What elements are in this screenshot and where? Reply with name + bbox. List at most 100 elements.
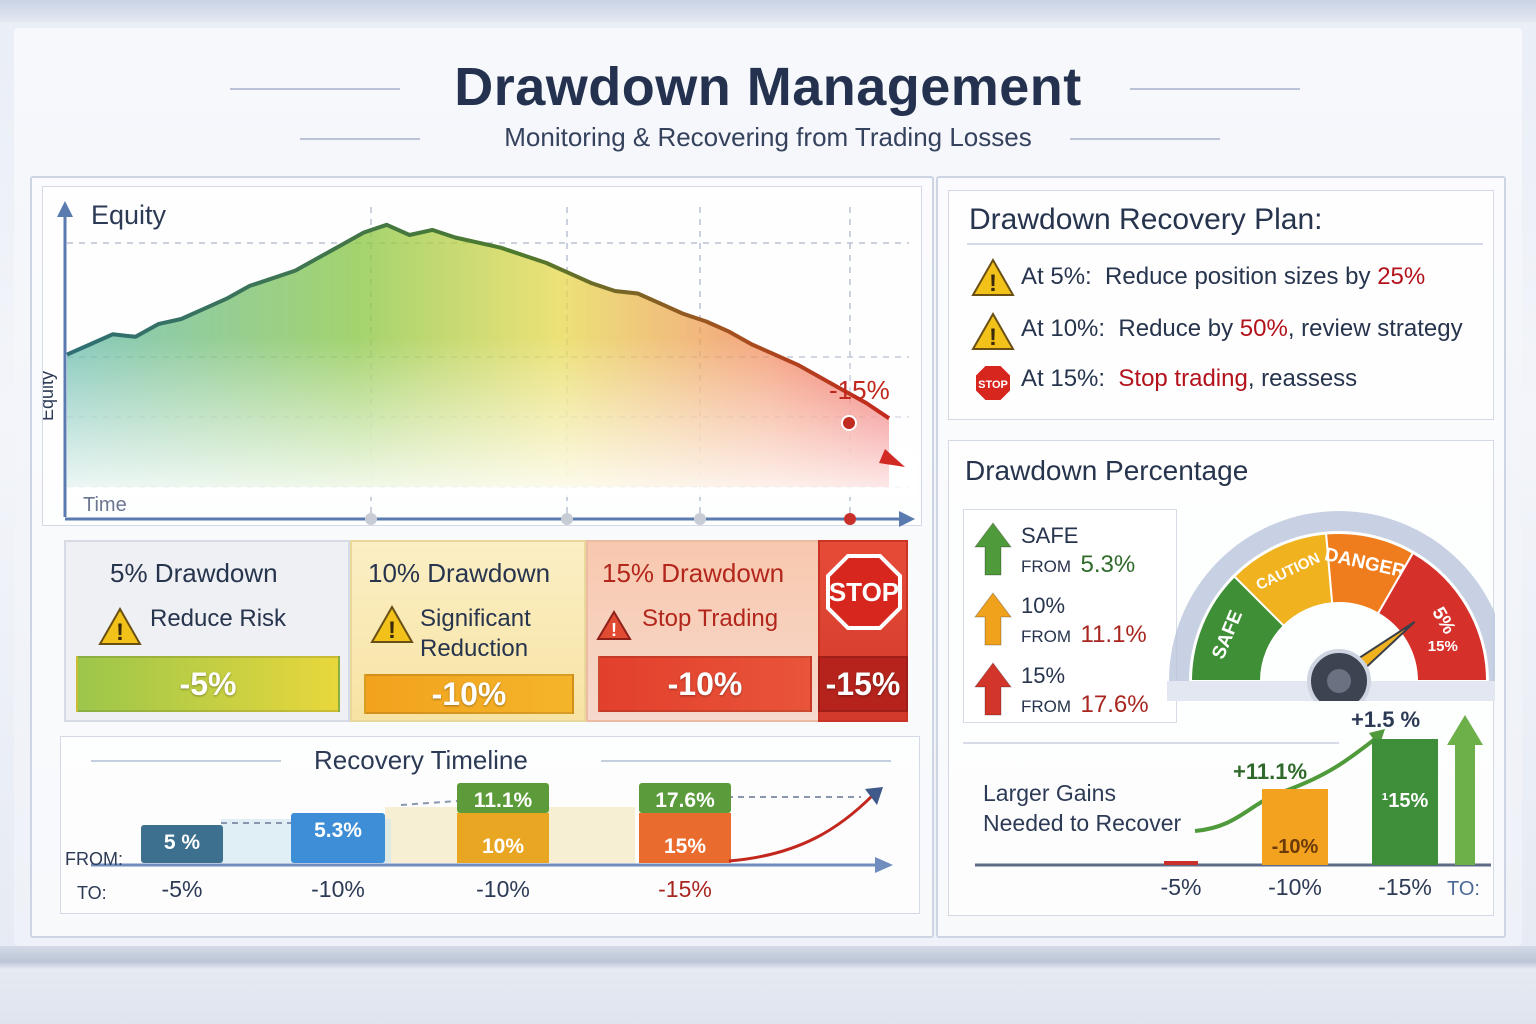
- subtitle-rule-right: [1070, 138, 1220, 140]
- title-rule-right: [1130, 88, 1300, 90]
- gauge-outer-rim: [1169, 511, 1495, 681]
- drawdown-15-note: Stop Trading: [642, 605, 779, 632]
- title-rule-left: [230, 88, 400, 90]
- timeline-step: 5.3% -10%: [291, 813, 385, 902]
- drawdown-10-note: Significant Reduction: [420, 604, 531, 664]
- drawdown-10-note-line2: Reduction: [420, 635, 529, 662]
- up-arrow-icon: [974, 522, 1012, 576]
- y-axis-arrow-icon: [57, 201, 73, 217]
- recovery-timeline-title: Recovery Timeline: [314, 745, 528, 775]
- drawdown-marker: [841, 415, 857, 431]
- svg-text:!: !: [116, 619, 124, 646]
- warning-icon: !: [370, 604, 414, 644]
- svg-text:!: !: [989, 324, 997, 351]
- threshold-label-10: 10%: [1021, 593, 1066, 618]
- drawdown-10-heading: 10% Drawdown: [368, 558, 551, 588]
- x-axis-tick: [561, 513, 573, 525]
- recovery-plan-panel: Drawdown Recovery Plan: ! At 5%: Reduce …: [948, 190, 1494, 420]
- gains-chart: Larger Gains Needed to Recover -5% -10% -1…: [963, 707, 1491, 900]
- timeline-step-box: [141, 825, 223, 863]
- gains-bar: [1372, 739, 1438, 865]
- gains-caption-line2: Needed to Recover: [983, 810, 1182, 836]
- timeline-step-mid-label: 10%: [482, 835, 524, 858]
- timeline-step-top-label: 5.3%: [314, 819, 362, 842]
- timeline-step-body: [457, 813, 549, 863]
- timeline-step: 5 % -5%: [141, 825, 223, 902]
- drawdown-percentage-title: Drawdown Percentage: [965, 455, 1249, 486]
- recovery-timeline-panel: Recovery Timeline FROM: TO: 5 % -5% 5.3% -1…: [60, 736, 920, 914]
- plan-item-10: At 10%: Reduce by 50%, review strategy: [1021, 315, 1463, 342]
- equity-chart: Equity Time Equity -15%: [37, 200, 917, 527]
- up-arrow-icon: [974, 662, 1012, 716]
- gauge-extra-label: 15%: [1428, 638, 1458, 655]
- gains-caption-line1: Larger Gains: [983, 780, 1116, 806]
- drawdown-5-bar: -5%: [76, 656, 340, 712]
- drawdown-5-note: Reduce Risk: [150, 605, 287, 632]
- gains-up-arrow-icon: [1447, 715, 1483, 745]
- recovery-arrow-icon: [865, 787, 883, 805]
- timeline-step: 17.6% 15% -15%: [639, 783, 731, 902]
- timeline-step-box: [291, 813, 385, 863]
- timeline-step-to-label: -10%: [476, 876, 530, 902]
- gains-category-label: -5%: [1161, 874, 1202, 900]
- timeline-step-mid-label: 15%: [664, 835, 706, 858]
- drawdown-5-heading: 5% Drawdown: [110, 558, 278, 588]
- top-frame: [0, 0, 1536, 22]
- gains-bar: [1262, 789, 1328, 865]
- recovery-plan-title: Drawdown Recovery Plan:: [969, 203, 1323, 236]
- y-axis-label: Equity: [43, 371, 57, 421]
- equity-line: [66, 222, 891, 420]
- drawdown-15-box: 15% Drawdown ! Stop Trading -10%: [586, 540, 820, 722]
- threshold-label-safe: SAFE: [1021, 523, 1079, 548]
- drawdown-percentage-panel: Drawdown Percentage SAFE FROM 5.3% 10% F…: [948, 440, 1495, 916]
- timeline-to-label: TO:: [77, 883, 107, 903]
- svg-text:STOP: STOP: [978, 379, 1008, 391]
- gains-bar: [1164, 861, 1198, 865]
- gains-bar-label: ¹15%: [1382, 790, 1429, 812]
- decline-arrow-icon: [879, 449, 905, 467]
- bottom-frame: [0, 946, 1536, 1024]
- recovery-timeline-chart: Recovery Timeline FROM: TO: 5 % -5% 5.3% -1…: [65, 745, 893, 903]
- x-axis-tick-danger: [844, 513, 856, 525]
- gains-bars: -5% -10% -10% ¹15% -15%: [1161, 739, 1438, 900]
- page-subtitle: Monitoring & Recovering from Trading Los…: [504, 122, 1032, 152]
- timeline-step-top-label: 17.6%: [655, 789, 715, 812]
- gains-to-label: TO:: [1447, 878, 1480, 900]
- drawdown-5-box: 5% Drawdown ! Reduce Risk -5%: [64, 540, 350, 722]
- gains-up-arrow-shaft: [1455, 743, 1475, 865]
- svg-text:STOP: STOP: [829, 577, 899, 607]
- drawdown-10-box: 10% Drawdown ! Significant Reduction -10…: [350, 540, 586, 722]
- warning-icon: !: [98, 606, 142, 646]
- x-axis-tick: [694, 513, 706, 525]
- timeline-step-body: [639, 813, 731, 863]
- timeline-step-to-label: -15%: [658, 876, 712, 902]
- drawdown-15-extra-bar: -15%: [818, 656, 908, 712]
- plan-divider: [967, 243, 1483, 245]
- gains-category-label: -15%: [1378, 874, 1432, 900]
- subtitle-rule-left: [300, 138, 420, 140]
- timeline-step-to-label: -10%: [311, 876, 365, 902]
- svg-text:!: !: [388, 617, 396, 644]
- timeline-arrow-icon: [875, 857, 893, 873]
- up-arrow-icon: [974, 592, 1012, 646]
- svg-text:!: !: [611, 620, 617, 640]
- gain-label-11: +11.1%: [1233, 759, 1307, 784]
- drawdown-15-bar: -10%: [598, 656, 812, 712]
- svg-text:!: !: [989, 270, 997, 297]
- timeline-step-to-label: -5%: [162, 876, 203, 902]
- threshold-from-safe: FROM 5.3%: [1021, 551, 1136, 578]
- threshold-from-15: FROM 17.6%: [1021, 691, 1149, 718]
- timeline-step-top-label: 11.1%: [474, 789, 533, 812]
- drawdown-15-heading: 15% Drawdown: [602, 558, 785, 588]
- timeline-step-top: [457, 783, 549, 813]
- stop-sign-icon: STOP: [974, 364, 1012, 402]
- threshold-arrows: [974, 522, 1012, 716]
- stop-box: STOP -15%: [818, 540, 908, 722]
- plan-item-5: At 5%: Reduce position sizes by 25%: [1021, 263, 1426, 290]
- warning-icon: !: [971, 257, 1015, 297]
- gain-label-1-5: +1.5 %: [1351, 707, 1420, 732]
- gauge-zone: [1376, 551, 1489, 682]
- gains-category-label: -10%: [1268, 874, 1322, 900]
- gains-arrow-icon: [1369, 729, 1385, 747]
